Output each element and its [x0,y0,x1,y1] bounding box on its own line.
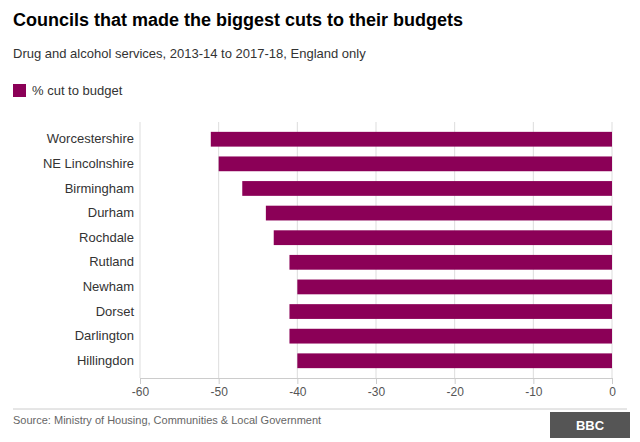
y-tick-label: NE Lincolnshire [43,156,134,171]
x-tick-label: -50 [210,385,228,399]
bar [297,353,612,368]
x-tick-mark [297,378,298,384]
bar [289,304,612,319]
x-tick-label: -60 [132,385,150,399]
x-tick-label: 0 [609,385,616,399]
bar [297,280,612,295]
x-tick-label: -20 [446,385,464,399]
y-tick: Dorset [96,304,140,319]
y-tick-label: Dorset [96,304,135,319]
y-tick-label: Darlington [75,328,134,343]
y-tick-label: Hillingdon [77,353,134,368]
y-tick: Birmingham [65,181,140,196]
chart-svg: Councils that made the biggest cuts to t… [0,0,640,442]
x-tick-label: -40 [289,385,307,399]
grid-line [140,122,141,378]
y-tick: Newham [83,279,140,294]
y-tick-label: Durham [88,205,134,220]
bar [211,132,612,147]
x-tick-mark [612,378,613,384]
x-tick-mark [140,378,141,384]
bars [211,132,612,368]
y-tick: Hillingdon [77,353,140,368]
x-tick-mark [455,378,456,384]
y-tick-label: Newham [83,279,134,294]
y-tick: Durham [88,205,140,220]
source: Source: Ministry of Housing, Communities… [13,414,321,426]
bar [219,156,612,171]
y-tick: Darlington [75,328,140,343]
x-axis: -60 -50 -40 -30 -20 -10 0 [132,378,616,399]
y-tick-label: Rutland [89,254,134,269]
y-tick: Rochdale [79,230,140,245]
x-tick-mark [219,378,220,384]
x-tick: -60 [132,378,150,399]
y-tick-label: Worcestershire [47,131,134,146]
subtitle: Drug and alcohol services, 2013-14 to 20… [13,46,366,61]
legend-swatch [13,84,26,97]
logo-box [550,412,630,438]
legend: % cut to budget [13,83,123,98]
x-tick: -40 [289,378,307,399]
bar [289,329,612,344]
bar [266,206,612,221]
x-tick-mark [533,378,534,384]
y-tick: Worcestershire [47,131,140,146]
y-tick: NE Lincolnshire [43,156,140,171]
x-tick: -20 [446,378,464,399]
x-tick-label: -30 [368,385,386,399]
bar [274,230,612,245]
legend-label: % cut to budget [32,83,123,98]
x-tick: -30 [368,378,386,399]
plot: -60 -50 -40 -30 -20 -10 0 Hillingdon Darlington D… [43,122,616,399]
y-tick: Rutland [89,254,140,269]
x-tick-label: -10 [525,385,543,399]
title: Councils that made the biggest cuts to t… [13,10,463,30]
footer-rule [13,409,627,410]
bar [242,181,612,196]
y-tick-label: Birmingham [65,181,134,196]
x-tick: -50 [210,378,228,399]
y-tick-label: Rochdale [79,230,134,245]
y-axis: Hillingdon Darlington Dorset Newham Rutland R… [43,131,140,368]
x-tick: -10 [525,378,543,399]
x-tick-mark [376,378,377,384]
x-tick: 0 [609,378,616,399]
bar [289,255,612,270]
grid [140,122,612,378]
logo-text: BBC [576,418,605,433]
